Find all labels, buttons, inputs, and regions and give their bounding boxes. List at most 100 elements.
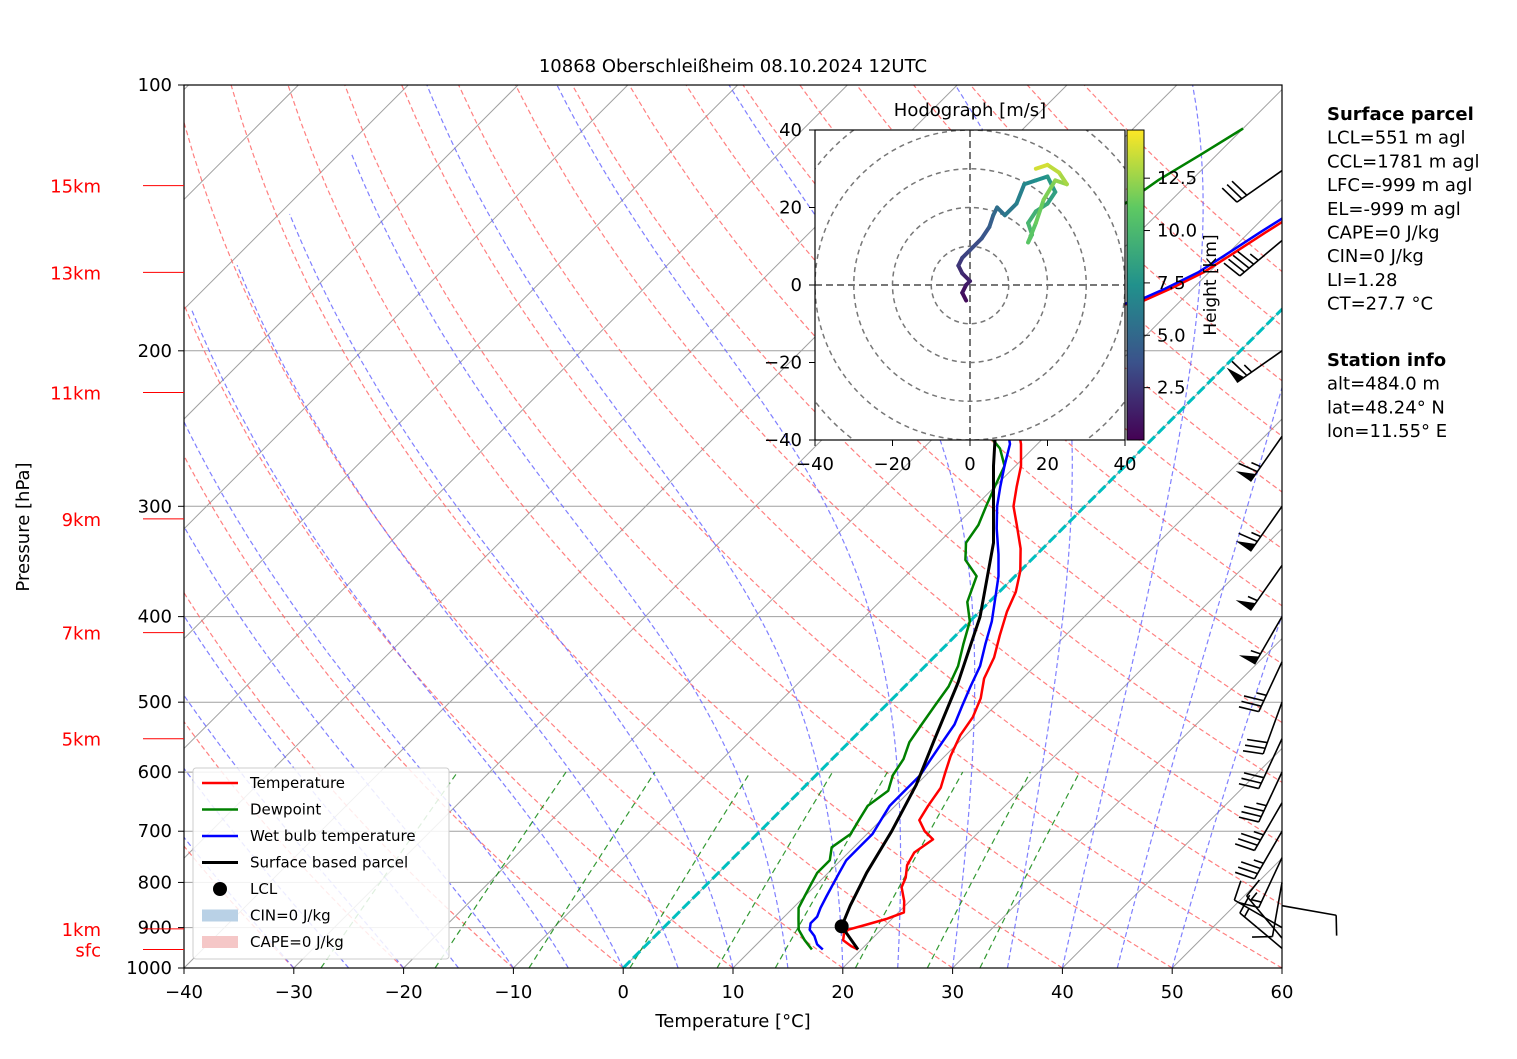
barb-half bbox=[1251, 533, 1260, 537]
barb-full bbox=[1222, 188, 1237, 202]
x-axis-label: Temperature [°C] bbox=[654, 1011, 810, 1032]
hodograph-y-tick-label: 20 bbox=[779, 198, 802, 219]
barb-flag bbox=[1236, 541, 1256, 551]
hodograph-y-tick-label: 0 bbox=[791, 275, 802, 296]
height-label: 1km bbox=[62, 920, 101, 941]
barb-flag bbox=[1236, 600, 1256, 610]
barb-full bbox=[1245, 745, 1265, 748]
station-info-line: lon=11.55° E bbox=[1327, 421, 1447, 442]
legend-temperature-label: Temperature bbox=[249, 774, 345, 792]
mixing-ratio-line bbox=[435, 772, 566, 968]
chart-title: 10868 Oberschleißheim 08.10.2024 12UTC bbox=[539, 56, 927, 77]
legend-parcel-label: Surface based parcel bbox=[250, 854, 408, 872]
barb-full bbox=[1244, 806, 1264, 811]
y-tick-label: 800 bbox=[138, 872, 172, 893]
surface-parcel-line: LCL=551 m agl bbox=[1327, 128, 1466, 149]
x-tick-label: 60 bbox=[1271, 982, 1294, 1003]
y-tick-label: 300 bbox=[138, 496, 172, 517]
barb-full bbox=[1241, 834, 1260, 841]
barb-full bbox=[1239, 817, 1259, 822]
barb-flag bbox=[1236, 471, 1256, 481]
barb-half bbox=[1251, 651, 1261, 654]
wind-barb bbox=[1239, 662, 1282, 712]
surface-parcel-line: CT=27.7 °C bbox=[1327, 294, 1433, 315]
legend-lcl-swatch bbox=[213, 882, 227, 896]
hodograph-y-tick-label: −20 bbox=[764, 353, 802, 374]
hodograph-y-tick-label: −40 bbox=[764, 430, 802, 451]
y-tick-label: 500 bbox=[138, 692, 172, 713]
barb-full bbox=[1243, 751, 1263, 754]
barb-staff bbox=[1237, 351, 1282, 383]
surface-parcel-line: CCL=1781 m agl bbox=[1327, 151, 1480, 172]
barb-half bbox=[1248, 597, 1257, 601]
x-tick-label: −30 bbox=[275, 982, 313, 1003]
hodograph-y-tick-label: 40 bbox=[779, 120, 802, 141]
x-tick-label: 30 bbox=[941, 982, 964, 1003]
legend-dewpoint-label: Dewpoint bbox=[250, 801, 321, 819]
x-tick-label: −40 bbox=[165, 982, 203, 1003]
barb-staff bbox=[1259, 662, 1282, 712]
hodograph-x-tick-label: −40 bbox=[796, 454, 834, 475]
colorbar-tick-label: 7.5 bbox=[1157, 273, 1186, 294]
barb-half bbox=[1250, 254, 1258, 260]
hodograph-x-tick-label: 40 bbox=[1114, 454, 1137, 475]
wind-barb bbox=[1224, 240, 1282, 275]
y-tick-label: 1000 bbox=[126, 958, 172, 979]
hodograph-title: Hodograph [m/s] bbox=[894, 100, 1046, 121]
barb-full bbox=[1238, 867, 1257, 874]
y-tick-label: 600 bbox=[138, 762, 172, 783]
barb-half bbox=[1254, 860, 1264, 863]
colorbar-tick-label: 12.5 bbox=[1157, 168, 1197, 189]
surface-parcel-line: CIN=0 J/kg bbox=[1327, 246, 1424, 267]
wind-barb bbox=[1227, 351, 1282, 383]
barb-full bbox=[1224, 263, 1240, 276]
barb-half bbox=[1256, 803, 1266, 805]
wind-barb bbox=[1239, 739, 1282, 789]
barb-staff bbox=[1237, 171, 1282, 203]
y-axis: 100 200 300 400 500 600 700 800 900 1000 bbox=[126, 75, 184, 979]
legend-cin-label: CIN=0 J/kg bbox=[250, 907, 331, 925]
station-info-heading: Station info bbox=[1327, 350, 1446, 371]
barb-half bbox=[1256, 693, 1266, 695]
x-tick-label: 50 bbox=[1161, 982, 1184, 1003]
barb-full bbox=[1233, 255, 1249, 268]
mixing-ratio-line bbox=[980, 772, 1080, 968]
height-label: sfc bbox=[75, 941, 101, 962]
y-tick-label: 200 bbox=[138, 341, 172, 362]
x-tick-label: 20 bbox=[831, 982, 854, 1003]
y-tick-label: 400 bbox=[138, 607, 172, 628]
height-label: 7km bbox=[62, 624, 101, 645]
barb-full bbox=[1227, 185, 1242, 199]
wind-barb bbox=[1239, 617, 1282, 665]
y-tick-label: 700 bbox=[138, 821, 172, 842]
barb-full bbox=[1241, 862, 1260, 869]
legend-lcl-label: LCL bbox=[250, 880, 278, 898]
barb-half bbox=[1244, 365, 1251, 372]
y-tick-label: 900 bbox=[138, 918, 172, 939]
hodograph-x-tick-label: 0 bbox=[964, 454, 975, 475]
mixing-ratio-line bbox=[927, 772, 1030, 968]
x-tick-label: 40 bbox=[1051, 982, 1074, 1003]
colorbar-tick-label: 5.0 bbox=[1157, 325, 1186, 346]
barb-staff bbox=[1255, 617, 1283, 665]
wind-barb bbox=[1282, 906, 1337, 936]
surface-parcel-line: CAPE=0 J/kg bbox=[1327, 223, 1440, 244]
barb-full bbox=[1247, 740, 1267, 743]
x-tick-label: 0 bbox=[617, 982, 628, 1003]
barb-full bbox=[1232, 181, 1247, 195]
height-label: 5km bbox=[62, 730, 101, 751]
y-axis-label: Pressure [hPa] bbox=[13, 462, 34, 591]
height-label: 13km bbox=[50, 263, 101, 284]
height-label: 15km bbox=[50, 177, 101, 198]
legend-cape-swatch bbox=[202, 936, 238, 948]
x-tick-label: −10 bbox=[494, 982, 532, 1003]
hodograph-x-tick-label: −20 bbox=[874, 454, 912, 475]
y-tick-label: 100 bbox=[138, 75, 172, 96]
surface-parcel-line: LFC=-999 m agl bbox=[1327, 175, 1472, 196]
colorbar bbox=[1127, 130, 1144, 440]
hodograph-x-tick-label: 20 bbox=[1036, 454, 1059, 475]
